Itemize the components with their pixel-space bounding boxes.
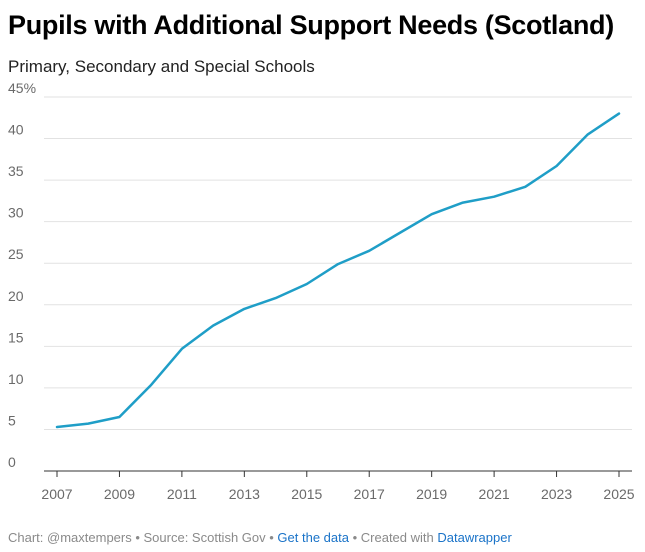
x-tick-label: 2015 (291, 486, 322, 502)
credit-text: Chart: @maxtempers (8, 530, 132, 545)
datawrapper-link[interactable]: Datawrapper (437, 530, 512, 545)
x-tick-label: 2019 (416, 486, 447, 502)
created-text: Created with (360, 530, 438, 545)
x-tick-label: 2023 (541, 486, 572, 502)
separator: • (265, 530, 278, 545)
gridlines (44, 96, 632, 472)
x-tick-label: 2009 (104, 486, 135, 502)
y-tick-label: 20 (8, 288, 24, 304)
get-data-link[interactable]: Get the data (277, 530, 349, 545)
y-axis-ticks: 0 5 10 15 20 25 30 35 40 45% (8, 80, 36, 470)
x-tick-label: 2013 (229, 486, 260, 502)
y-tick-label: 15 (8, 329, 24, 345)
y-tick-label: 40 (8, 122, 24, 138)
y-tick-label: 25 (8, 246, 24, 262)
series-layer (55, 112, 621, 429)
chart-footer: Chart: @maxtempers • Source: Scottish Go… (8, 530, 512, 545)
source-text: Source: Scottish Gov (143, 530, 266, 545)
y-tick-label: 5 (8, 412, 16, 428)
separator: • (131, 530, 144, 545)
y-tick-label: 0 (8, 454, 16, 470)
y-tick-label: 35 (8, 163, 24, 179)
x-axis-ticks: 2007 2009 2011 2013 2015 2017 2019 2021 2023 2025 (41, 471, 635, 502)
y-tick-label: 45% (8, 80, 36, 96)
chart-title: Pupils with Additional Support Needs (Sc… (8, 10, 614, 40)
y-tick-label: 10 (8, 371, 24, 387)
series-line (55, 112, 621, 429)
x-tick-label: 2025 (603, 486, 634, 502)
x-tick-label: 2021 (479, 486, 510, 502)
y-tick-label: 30 (8, 205, 24, 221)
x-tick-label: 2011 (167, 486, 197, 502)
x-tick-label: 2017 (354, 486, 385, 502)
separator: • (348, 530, 361, 545)
x-tick-label: 2007 (41, 486, 72, 502)
chart-subtitle: Primary, Secondary and Special Schools (8, 57, 315, 76)
